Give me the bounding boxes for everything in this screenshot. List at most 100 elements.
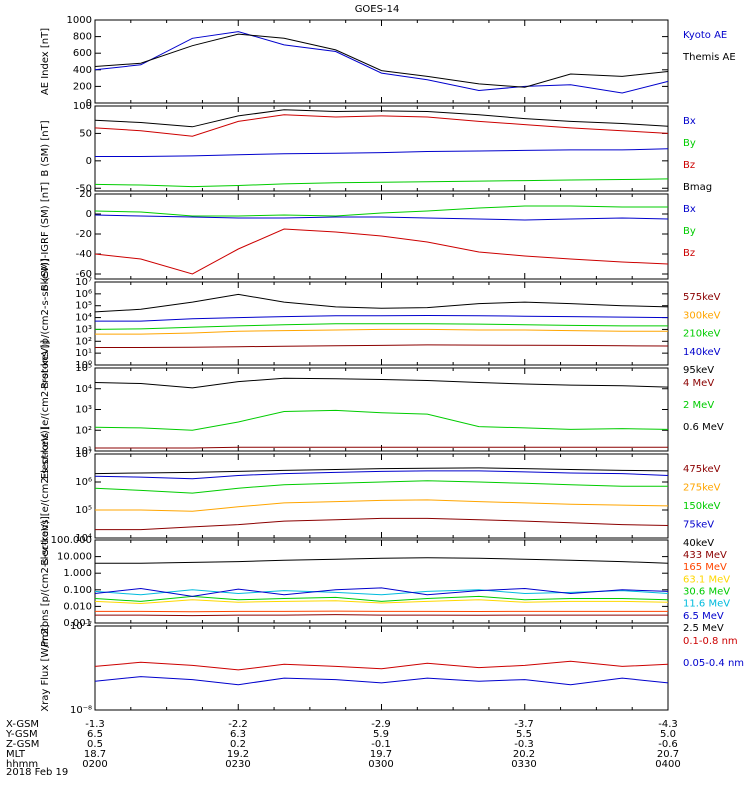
series-line xyxy=(94,587,669,597)
footer-row-label: hhmm xyxy=(6,759,38,770)
y-tick-label: 800 xyxy=(73,32,92,43)
y-tick-label: 400 xyxy=(73,65,92,76)
y-tick-label: 10⁵ xyxy=(75,363,92,374)
footer-value: 5.0 xyxy=(660,729,676,740)
y-tick-label: 20 xyxy=(79,189,92,200)
series-line xyxy=(94,409,669,431)
y-tick-label: 10¹ xyxy=(75,446,92,457)
series-line xyxy=(95,499,669,512)
y-tick-label: 10⁵ xyxy=(75,505,92,516)
series-line xyxy=(95,314,669,322)
footer-value: 20.2 xyxy=(513,749,535,760)
y-axis-label: AE Index [nT] xyxy=(40,28,51,95)
y-tick-label: 10⁴ xyxy=(75,313,92,324)
y-tick-label: 10⁶ xyxy=(75,289,92,300)
panel-1: 0 200 400 600 800 1000 AE Index [nT] Kyoto AE Th… xyxy=(40,15,736,109)
y-tick-label: 10² xyxy=(75,425,92,436)
footer-value: -4.3 xyxy=(658,719,678,730)
panel-frame xyxy=(94,105,669,192)
y-tick-label: 1.000 xyxy=(63,568,92,579)
y-tick-label: 10⁷ xyxy=(75,449,92,460)
panel-frame xyxy=(94,19,669,104)
series-line xyxy=(94,470,669,480)
y-tick-label: 100.000 xyxy=(51,535,92,546)
panel-3: -60 -40 -20 0 20 B (SM)-IGRF (SM) [nT] Bx By Bz xyxy=(40,182,696,291)
y-tick-label: -40 xyxy=(76,249,92,260)
series-line xyxy=(94,178,669,188)
y-tick-label: 0.001 xyxy=(63,618,92,629)
legend-entry: 30.6 MeV xyxy=(683,587,730,598)
series-line xyxy=(95,557,669,564)
footer-value: 19.2 xyxy=(227,749,249,760)
series-line xyxy=(94,109,669,128)
series-line xyxy=(94,589,669,596)
y-tick-label: 10.000 xyxy=(57,552,92,563)
legend-entry: 275keV xyxy=(683,483,721,494)
footer-value: 5.5 xyxy=(516,729,532,740)
series-line xyxy=(94,205,668,217)
y-tick-label: 10⁻⁷ xyxy=(70,621,92,632)
legend-entry: 0.6 MeV xyxy=(683,422,724,433)
y-tick-label: 10¹ xyxy=(75,348,92,359)
footer-value: 19.7 xyxy=(370,749,392,760)
orbit-footer: X-GSM -1.3 -2.2 -2.9 -3.7 -4.3 Y-GSM 6.5 6.3 5.9 5… xyxy=(5,719,681,770)
y-tick-label: 10⁷ xyxy=(75,277,92,288)
series-line xyxy=(95,614,668,617)
legend-entry: 0.05-0.4 nm xyxy=(683,658,744,669)
legend-entry: 2 MeV xyxy=(683,400,714,411)
y-tick-label: 10² xyxy=(75,336,92,347)
series-line xyxy=(95,148,669,157)
panel-frame xyxy=(94,539,669,624)
footer-row-label: MLT xyxy=(6,749,26,760)
panel-7: 0.001 0.010 0.100 1.000 10.000 100.000Protons… xyxy=(40,516,730,647)
y-axis-label: Electrons [e/(cm2-s-sr-keV)] xyxy=(40,340,51,479)
footer-value: 20.7 xyxy=(657,749,679,760)
footer-value: 0230 xyxy=(225,759,250,770)
legend-entry: 210keV xyxy=(683,329,721,340)
legend-entry: 575keV xyxy=(683,292,721,303)
series-line xyxy=(94,33,669,88)
y-tick-label: 10⁶ xyxy=(75,477,92,488)
legend-entry: 95keV xyxy=(683,365,714,376)
y-tick-label: 0.010 xyxy=(63,601,92,612)
y-tick-label: -50 xyxy=(76,183,92,194)
y-tick-label: 10⁴ xyxy=(75,533,92,544)
y-axis-label: Xray Flux [W/m2] xyxy=(40,624,51,711)
panel-2: -50 0 50 100 B (SM) [nT] Bx By Bz Bmag xyxy=(40,101,712,194)
y-tick-label: 50 xyxy=(79,128,92,139)
series-line xyxy=(94,676,669,686)
legend-entry: Bx xyxy=(683,204,696,215)
y-tick-label: 10⁰ xyxy=(75,360,92,371)
footer-value: -0.6 xyxy=(658,739,678,750)
legend-entry: 40keV xyxy=(683,538,714,549)
figure-title: GOES-14 xyxy=(355,4,400,15)
y-tick-label: 200 xyxy=(73,81,92,92)
legend-entry: 11.6 MeV xyxy=(683,599,730,610)
y-tick-label: 10⁴ xyxy=(75,384,92,395)
footer-value: -2.9 xyxy=(371,719,391,730)
y-tick-label: 10⁵ xyxy=(75,301,92,312)
series-line xyxy=(94,214,669,221)
y-axis-label: Protons [p/(cm2-s-sr-keV)] xyxy=(40,258,51,389)
footer-row-label: Y-GSM xyxy=(5,729,38,740)
footer-value: 5.9 xyxy=(373,729,389,740)
legend-entry: 75keV xyxy=(683,520,714,531)
footer-value: -3.7 xyxy=(514,719,534,730)
y-tick-label: 600 xyxy=(73,48,92,59)
y-tick-label: 0 xyxy=(86,209,92,220)
panel-5: 10¹ 10² 10³ 10⁴ 10⁵ Electrons [e/(cm2-s-sr-ke… xyxy=(40,340,724,479)
legend-entry: 63.1 MeV xyxy=(683,574,730,585)
y-tick-label: 10³ xyxy=(75,324,92,335)
y-axis-label: Protons [p/(cm2-s-sr-keV)] xyxy=(40,516,51,647)
legend-entry: 140keV xyxy=(683,347,721,358)
y-tick-label: 0 xyxy=(86,98,92,109)
series-line xyxy=(95,328,668,335)
y-tick-label: -60 xyxy=(76,269,92,280)
series-line xyxy=(94,228,669,275)
legend-entry: Bz xyxy=(683,160,695,171)
legend-entry: 475keV xyxy=(683,464,721,475)
footer-value: 0.5 xyxy=(87,739,103,750)
legend-entry: 300keV xyxy=(683,310,721,321)
y-tick-label: 1000 xyxy=(67,15,92,26)
panel-6: 10⁴ 10⁵ 10⁶ 10⁷ Electrons [e/(cm2-s-sr-keV)]… xyxy=(40,426,721,565)
